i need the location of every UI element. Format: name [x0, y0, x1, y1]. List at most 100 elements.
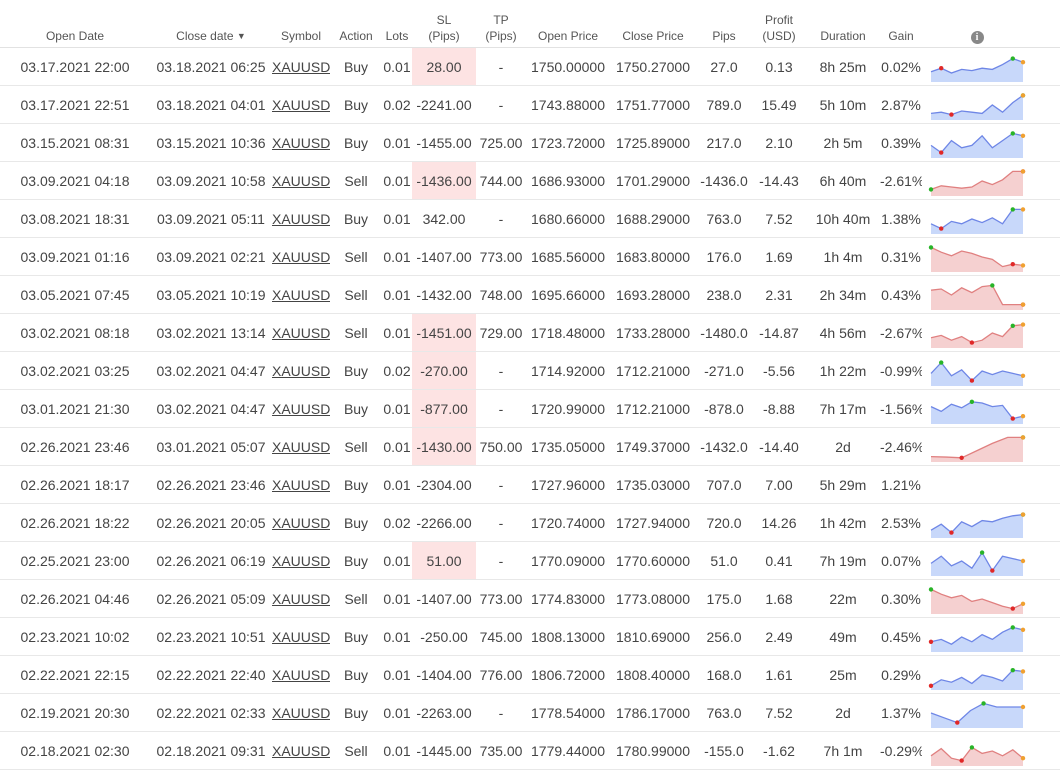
col-close-date-label: Close date — [176, 29, 234, 43]
sparkline-min-dot — [1010, 605, 1015, 611]
duration-cell: 49m — [806, 617, 880, 656]
col-sl[interactable]: SL (Pips) — [412, 0, 476, 48]
sparkline-end-dot — [1020, 558, 1026, 563]
col-open-price[interactable]: Open Price — [526, 0, 610, 48]
symbol-link[interactable]: XAUUSD — [272, 96, 330, 113]
profit-cell: 1.61 — [752, 655, 806, 694]
sparkline-line — [930, 132, 1024, 153]
symbol-link[interactable]: XAUUSD — [272, 552, 330, 569]
symbol-link[interactable]: XAUUSD — [272, 210, 330, 227]
trade-sparkline — [928, 667, 1026, 690]
col-tp[interactable]: TP (Pips) — [476, 0, 526, 48]
symbol-link[interactable]: XAUUSD — [272, 742, 330, 759]
trade-sparkline — [930, 55, 1026, 82]
sparkline-area — [931, 588, 1023, 614]
duration-cell: 2h 34m — [806, 275, 880, 314]
symbol-link[interactable]: XAUUSD — [272, 286, 330, 303]
sparkline-area — [931, 170, 1023, 196]
profit-cell: 14.26 — [752, 503, 806, 542]
col-close-date[interactable]: Close date ▼ — [150, 0, 272, 48]
col-duration[interactable]: Duration — [806, 0, 880, 48]
open-date-cell: 02.26.2021 18:22 — [0, 503, 150, 542]
table-row: 03.05.2021 07:45 03.05.2021 10:19 XAUUSD Se… — [0, 275, 1060, 314]
lots-cell: 0.01 — [382, 731, 412, 770]
symbol-link[interactable]: XAUUSD — [272, 704, 330, 721]
col-close-price[interactable]: Close Price — [610, 0, 696, 48]
symbol-cell: XAUUSD — [272, 199, 330, 238]
info-icon[interactable]: i — [970, 31, 984, 44]
sparkline-max-dot — [979, 549, 985, 555]
lots-cell: 0.01 — [382, 389, 412, 428]
sparkline-min-dot — [939, 65, 944, 70]
symbol-link[interactable]: XAUUSD — [272, 476, 330, 493]
sparkline-end-dot — [1020, 321, 1026, 327]
tp-cell: 776.00 — [476, 655, 526, 694]
col-profit[interactable]: Profit (USD) — [752, 0, 806, 48]
trade-sparkline — [930, 549, 1026, 576]
sparkline-line — [930, 702, 1023, 723]
symbol-link[interactable]: XAUUSD — [272, 172, 330, 189]
sparkline-line — [930, 588, 1024, 609]
sparkline-line — [930, 361, 1024, 382]
col-pips[interactable]: Pips — [696, 0, 752, 48]
symbol-link[interactable]: XAUUSD — [272, 362, 330, 379]
duration-cell: 1h 42m — [806, 503, 880, 542]
sparkline-area — [931, 401, 1023, 424]
duration-cell: 5h 29m — [806, 465, 880, 504]
action-cell: Buy — [330, 389, 382, 428]
sparkline-end-dot — [1020, 373, 1026, 378]
open-price-cell: 1774.83000 — [526, 579, 610, 618]
sparkline-cell — [922, 731, 1032, 770]
symbol-link[interactable]: XAUUSD — [272, 666, 330, 683]
symbol-link[interactable]: XAUUSD — [272, 324, 330, 341]
comment-cell — [1032, 85, 1060, 124]
tp-cell: - — [476, 199, 526, 238]
sparkline-cell — [922, 199, 1032, 238]
sparkline-end-dot — [1020, 262, 1026, 268]
duration-cell: 7h 1m — [806, 731, 880, 770]
comment-cell — [1032, 389, 1060, 428]
trade-sparkline — [928, 244, 1026, 272]
lots-cell: 0.01 — [382, 199, 412, 238]
col-action-label: Action — [339, 29, 373, 43]
close-price-cell: 1786.17000 — [610, 693, 696, 732]
comment-cell — [1032, 47, 1060, 86]
symbol-link[interactable]: XAUUSD — [272, 514, 330, 531]
symbol-link[interactable]: XAUUSD — [272, 438, 330, 455]
sparkline-end-dot — [1020, 755, 1026, 760]
symbol-link[interactable]: XAUUSD — [272, 58, 330, 75]
col-symbol[interactable]: Symbol — [272, 0, 330, 48]
profit-cell: 2.49 — [752, 617, 806, 656]
tp-cell: 745.00 — [476, 617, 526, 656]
symbol-link[interactable]: XAUUSD — [272, 628, 330, 645]
symbol-link[interactable]: XAUUSD — [272, 248, 330, 265]
sparkline-area — [931, 284, 1023, 310]
sparkline-area — [931, 746, 1023, 766]
symbol-link[interactable]: XAUUSD — [272, 590, 330, 607]
col-open-price-label: Open Price — [537, 29, 599, 43]
symbol-link[interactable]: XAUUSD — [272, 400, 330, 417]
duration-cell: 1h 4m — [806, 237, 880, 276]
symbol-cell: XAUUSD — [272, 275, 330, 314]
duration-cell: 2h 5m — [806, 123, 880, 162]
gain-cell: -0.29% — [880, 731, 922, 770]
col-action[interactable]: Action — [330, 0, 382, 48]
symbol-link[interactable]: XAUUSD — [272, 134, 330, 151]
open-price-cell: 1779.44000 — [526, 731, 610, 770]
col-open-date[interactable]: Open Date — [0, 0, 150, 48]
trade-sparkline — [930, 744, 1026, 766]
close-date-cell: 03.05.2021 10:19 — [150, 275, 272, 314]
sparkline-end-dot — [1020, 627, 1026, 632]
pips-cell: 217.0 — [696, 123, 752, 162]
col-gain[interactable]: Gain — [880, 0, 922, 48]
sparkline-cell — [922, 313, 1032, 352]
sparkline-end-dot — [1020, 511, 1026, 517]
col-lots[interactable]: Lots — [382, 0, 412, 48]
profit-cell: -5.56 — [752, 351, 806, 390]
profit-cell: 0.13 — [752, 47, 806, 86]
close-price-cell: 1727.94000 — [610, 503, 696, 542]
sparkline-min-dot — [928, 639, 934, 644]
lots-cell: 0.01 — [382, 541, 412, 580]
sparkline-area — [931, 362, 1023, 386]
tp-cell: - — [476, 85, 526, 124]
